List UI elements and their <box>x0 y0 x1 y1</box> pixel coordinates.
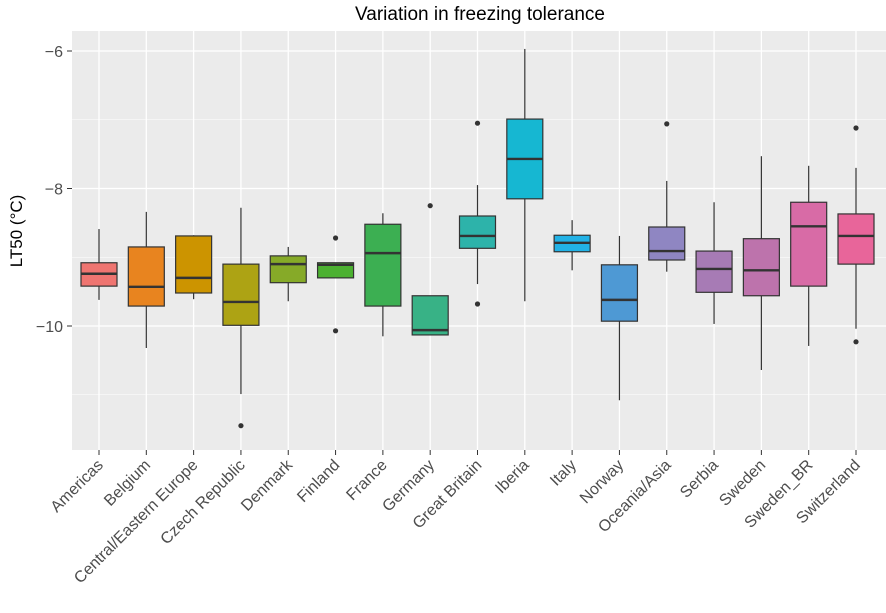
box-iqr <box>742 238 780 297</box>
x-tick-label: Americas <box>48 457 107 516</box>
box-iqr <box>364 223 402 307</box>
x-tick-label: Denmark <box>238 456 297 515</box>
outlier-point <box>474 301 481 307</box>
box-iqr <box>600 264 639 322</box>
box-germany <box>411 203 449 336</box>
box-switzerland <box>837 125 875 345</box>
box-norway <box>600 235 639 401</box>
box-iqr <box>269 255 307 284</box>
x-tick-label: Czech Republic <box>158 457 249 548</box>
y-tick-label: −10 <box>36 319 63 336</box>
box-iqr <box>127 246 165 307</box>
outlier-point <box>474 120 481 126</box>
box-iqr <box>790 201 828 287</box>
box-iqr <box>648 226 686 261</box>
outlier-point <box>238 423 244 429</box>
y-axis-label: LT50 (°C) <box>7 195 26 268</box>
box-sweden <box>742 156 780 370</box>
box-sweden-br <box>790 165 828 346</box>
box-americas <box>80 229 118 300</box>
box-finland <box>316 235 355 334</box>
box-serbia <box>695 202 733 324</box>
x-tick-label: France <box>343 457 390 504</box>
outlier-point <box>664 121 670 127</box>
box-iqr <box>175 235 213 294</box>
x-tick-label: Italy <box>547 457 580 490</box>
boxes <box>80 48 875 429</box>
box-france <box>364 213 402 337</box>
outlier-point <box>332 235 339 241</box>
box-great-britain <box>458 120 497 307</box>
box-belgium <box>127 211 165 348</box>
box-czech-republic <box>222 207 260 429</box>
box-iqr <box>222 263 260 326</box>
box-iqr <box>458 215 497 249</box>
x-tick-label: Finland <box>294 457 343 506</box>
box-iqr <box>837 213 875 265</box>
y-tick-label: −6 <box>45 44 63 61</box>
box-iberia <box>506 48 544 302</box>
box-italy <box>553 220 591 271</box>
y-axis: −10 −8 −6 <box>36 44 72 336</box>
chart-title: Variation in freezing tolerance <box>355 4 605 25</box>
y-tick-label: −8 <box>45 182 63 199</box>
box-denmark <box>269 246 307 302</box>
box-iqr <box>316 262 355 279</box>
box-central-eastern-europe <box>175 235 213 300</box>
x-tick-label: Iberia <box>492 457 532 497</box>
box-iqr <box>695 250 733 293</box>
outlier-point <box>332 328 339 334</box>
outlier-point <box>853 339 859 345</box>
x-tick-label: Serbia <box>677 457 722 502</box>
outlier-point <box>853 125 859 131</box>
outlier-point <box>427 203 433 209</box>
box-oceania-asia <box>648 121 686 272</box>
box-iqr <box>411 295 449 336</box>
